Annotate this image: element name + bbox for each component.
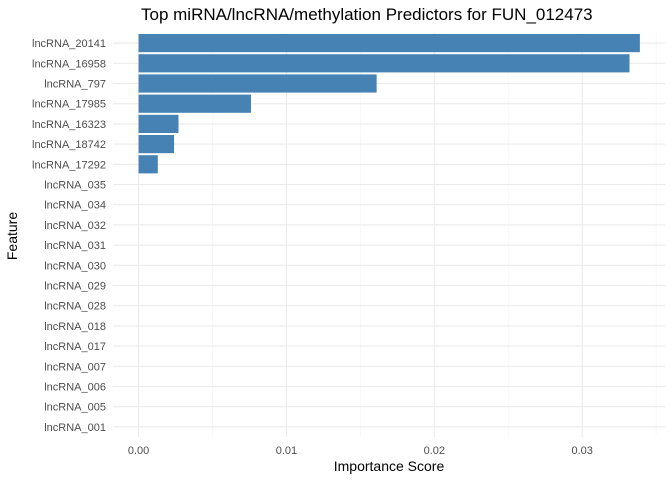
- y-tick-label: lncRNA_018: [44, 321, 106, 333]
- y-tick-label: lncRNA_16323: [32, 119, 106, 131]
- x-axis-title: Importance Score: [334, 458, 445, 474]
- y-axis-title: Feature: [4, 212, 20, 260]
- x-tick-label: 0.01: [276, 445, 297, 457]
- bar: [138, 74, 377, 93]
- y-tick-label: lncRNA_18742: [32, 139, 106, 151]
- chart-title: Top miRNA/lncRNA/methylation Predictors …: [141, 5, 593, 24]
- y-tick-label: lncRNA_17292: [32, 159, 106, 171]
- y-tick-label: lncRNA_028: [44, 301, 106, 313]
- bar: [138, 54, 630, 73]
- y-tick-label: lncRNA_16958: [32, 58, 106, 70]
- y-tick-label: lncRNA_017: [44, 341, 106, 353]
- bar: [138, 34, 640, 53]
- bar: [138, 155, 158, 174]
- y-tick-label: lncRNA_032: [44, 220, 106, 232]
- bar: [138, 135, 175, 154]
- y-tick-label: lncRNA_035: [44, 180, 106, 192]
- x-tick-label: 0.03: [571, 445, 592, 457]
- y-tick-label: lncRNA_034: [44, 200, 106, 212]
- x-tick-labels: 0.00 0.01 0.02 0.03: [128, 445, 593, 457]
- y-tick-labels: lncRNA_20141 lncRNA_16958 lncRNA_797 lncRNA…: [32, 38, 106, 434]
- bars: [138, 34, 640, 174]
- y-tick-label: lncRNA_005: [44, 402, 106, 414]
- grid: [113, 33, 665, 437]
- y-tick-label: lncRNA_20141: [32, 38, 106, 50]
- y-tick-label: lncRNA_17985: [32, 99, 106, 111]
- y-tick-label: lncRNA_031: [44, 240, 106, 252]
- y-tick-label: lncRNA_001: [44, 422, 106, 434]
- y-tick-label: lncRNA_797: [44, 79, 106, 91]
- x-tick-label: 0.02: [424, 445, 445, 457]
- bar: [138, 114, 179, 133]
- x-tick-label: 0.00: [128, 445, 149, 457]
- y-tick-label: lncRNA_029: [44, 281, 106, 293]
- y-tick-label: lncRNA_030: [44, 260, 106, 272]
- y-tick-label: lncRNA_006: [44, 382, 106, 394]
- bar: [138, 94, 251, 113]
- y-tick-label: lncRNA_007: [44, 361, 106, 373]
